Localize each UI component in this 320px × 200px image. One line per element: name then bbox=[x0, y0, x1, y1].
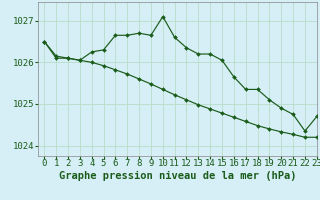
X-axis label: Graphe pression niveau de la mer (hPa): Graphe pression niveau de la mer (hPa) bbox=[59, 171, 296, 181]
